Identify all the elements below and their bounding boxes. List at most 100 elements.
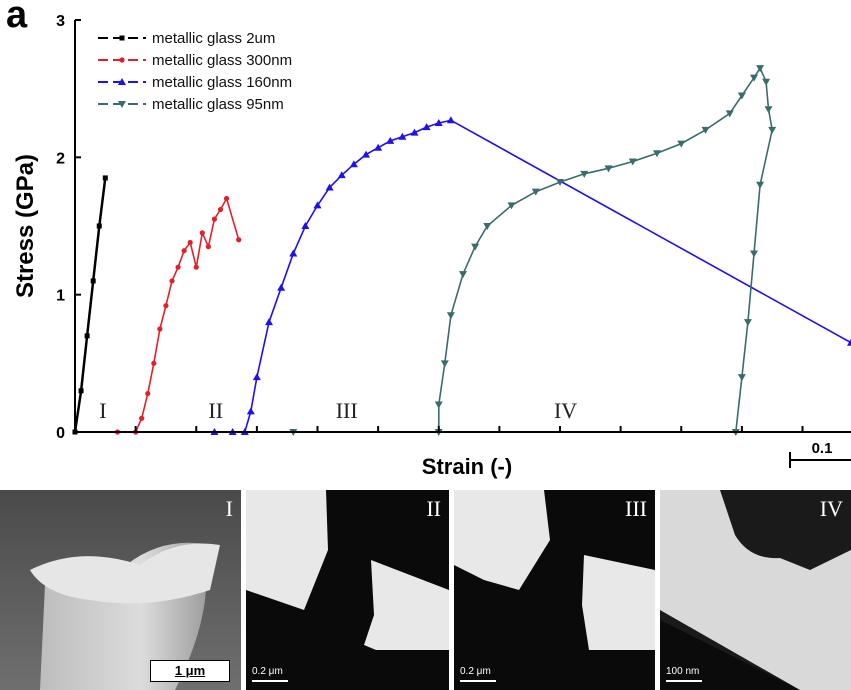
legend-swatch-marker bbox=[118, 101, 126, 108]
series-3-point bbox=[325, 183, 334, 191]
legend-swatch-marker bbox=[119, 35, 125, 41]
micrograph-IV-scalebar-line bbox=[666, 680, 702, 682]
micrograph-III: III 0.2 μm bbox=[454, 490, 655, 690]
legend-label: metallic glass 160nm bbox=[152, 74, 292, 91]
micrograph-I-scale-text: 1 μm bbox=[174, 663, 206, 678]
micrograph-II: II 0.2 μm bbox=[246, 490, 449, 690]
series-3-point bbox=[313, 201, 322, 209]
series-1-point bbox=[78, 388, 84, 394]
series-2-point bbox=[175, 264, 181, 270]
series-4-point bbox=[459, 271, 467, 279]
series-2-point bbox=[193, 264, 199, 270]
series-2-point bbox=[205, 244, 211, 250]
micrograph-II-image bbox=[246, 490, 449, 690]
y-ticks: 0 1 2 3 bbox=[56, 13, 81, 442]
y-tick-label: 2 bbox=[56, 150, 65, 167]
legend: metallic glass 2um metallic glass 300nm me… bbox=[98, 30, 292, 113]
series-2-point bbox=[211, 216, 218, 222]
legend-label: metallic glass 300nm bbox=[152, 52, 292, 69]
series-4-point bbox=[446, 312, 455, 320]
series-4-point bbox=[762, 78, 771, 86]
series-3-point bbox=[277, 283, 286, 291]
series-4-point bbox=[737, 374, 746, 382]
series-3-point bbox=[349, 160, 358, 168]
series-2-point bbox=[157, 326, 163, 332]
series-1-point bbox=[90, 278, 96, 284]
micrograph-IV-label: IV bbox=[819, 496, 843, 521]
x-axis-title: Strain (-) bbox=[422, 454, 512, 479]
legend-swatch-marker bbox=[118, 78, 126, 85]
micrograph-I: I 1 μm bbox=[0, 490, 241, 690]
series-4-point bbox=[653, 150, 661, 158]
micrograph-III-label: III bbox=[625, 496, 647, 521]
legend-label: metallic glass 2um bbox=[152, 30, 275, 47]
series-3-point bbox=[252, 373, 261, 381]
series-3 bbox=[210, 116, 851, 435]
series-4-point bbox=[556, 179, 564, 187]
series-3-line bbox=[214, 119, 851, 433]
series-4-point bbox=[440, 360, 449, 368]
series-2-point bbox=[223, 195, 230, 202]
series-4-point bbox=[750, 250, 758, 258]
series-1-point bbox=[102, 175, 108, 181]
series-4-point bbox=[764, 106, 773, 114]
series-3-point bbox=[422, 123, 431, 131]
series-3-point bbox=[410, 128, 419, 136]
region-label: III bbox=[336, 398, 358, 423]
series-4-point bbox=[434, 401, 443, 409]
y-axis-title: Stress (GPa) bbox=[12, 154, 39, 298]
series-4-point bbox=[483, 223, 492, 230]
region-label: I bbox=[99, 398, 106, 423]
series-1-point bbox=[96, 223, 102, 229]
series-3-point bbox=[289, 249, 298, 257]
micrograph-I-image bbox=[0, 490, 241, 690]
series-4-point bbox=[580, 170, 589, 178]
y-tick-label: 3 bbox=[56, 13, 65, 30]
region-label: IV bbox=[554, 398, 577, 423]
series-4-point bbox=[531, 188, 540, 196]
series-3-point bbox=[374, 143, 383, 151]
series-4-point bbox=[471, 243, 480, 251]
region-label: II bbox=[208, 398, 223, 423]
series-4-point bbox=[743, 319, 752, 327]
series-3-point bbox=[847, 338, 851, 346]
series-3-point bbox=[434, 119, 443, 126]
series-2-point bbox=[169, 278, 175, 284]
series-4-point bbox=[604, 165, 613, 173]
series-4-point bbox=[756, 181, 765, 189]
series-4-point bbox=[750, 74, 758, 82]
legend-item: metallic glass 2um bbox=[98, 30, 275, 47]
micrograph-III-scalebar-line bbox=[460, 680, 496, 682]
plot-area bbox=[72, 65, 851, 436]
series-2-point bbox=[163, 303, 169, 309]
micrograph-II-scale-text: 0.2 μm bbox=[252, 666, 283, 677]
micrograph-IV-image bbox=[660, 490, 851, 690]
region-labels: I II III IV bbox=[99, 398, 577, 423]
micrograph-I-scalebar: 1 μm bbox=[150, 660, 230, 682]
series-4-point bbox=[701, 126, 710, 134]
series-4-point bbox=[628, 158, 637, 166]
legend-item: metallic glass 160nm bbox=[98, 74, 292, 91]
series-3-point bbox=[265, 318, 273, 326]
series-2-point bbox=[236, 237, 242, 243]
series-1-point bbox=[84, 333, 90, 339]
series-2-point bbox=[187, 239, 193, 246]
x-scalebar-label: 0.1 bbox=[812, 440, 833, 457]
series-4 bbox=[289, 65, 777, 436]
series-2 bbox=[114, 195, 242, 435]
micrograph-IV-scale-text: 100 nm bbox=[666, 666, 700, 677]
micrograph-I-label: I bbox=[225, 496, 233, 521]
series-3-point bbox=[337, 171, 346, 179]
series-2-point bbox=[139, 415, 145, 421]
y-tick-label: 1 bbox=[56, 288, 65, 305]
x-ticks bbox=[74, 426, 804, 432]
series-1-line bbox=[73, 177, 107, 433]
series-1 bbox=[72, 175, 108, 435]
series-3-point bbox=[362, 150, 370, 158]
series-3-point bbox=[446, 116, 455, 124]
series-4-point bbox=[768, 126, 777, 134]
panel-a-label: a bbox=[6, 0, 28, 36]
series-2-point bbox=[181, 248, 187, 254]
micrograph-III-image bbox=[454, 490, 655, 690]
